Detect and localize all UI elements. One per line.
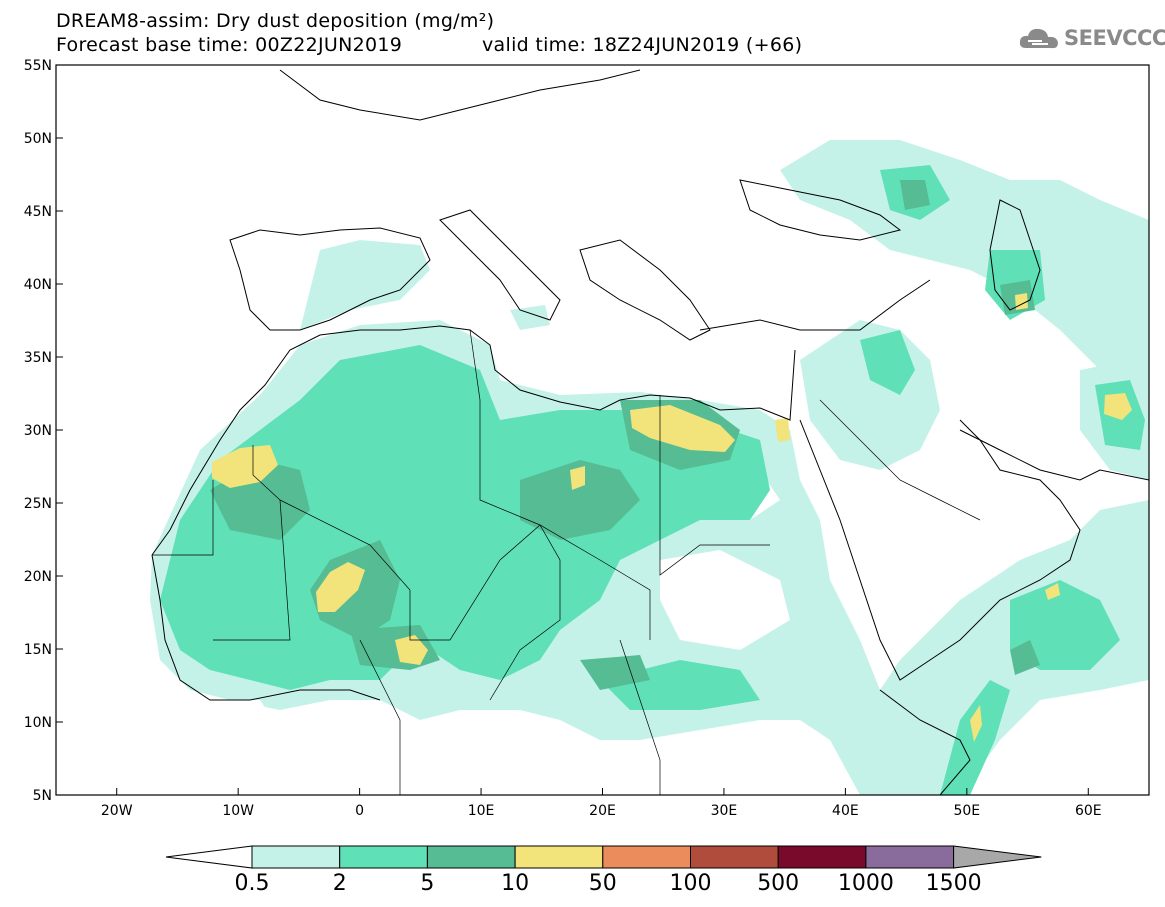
lon-tick-label: 10W	[222, 803, 254, 819]
colorbar-label: 10	[501, 871, 530, 896]
colorbar-label: 5	[420, 871, 435, 896]
lat-tick-label: 40N	[24, 277, 52, 293]
colorbar	[165, 845, 1042, 869]
iberia-outline	[229, 227, 431, 331]
lon-tick-label: 40E	[832, 803, 859, 819]
colorbar-segment	[251, 845, 341, 869]
colorbar-label: 1500	[925, 871, 982, 896]
lon-tick-label: 0	[355, 803, 364, 819]
colorbar-segment	[514, 845, 604, 869]
lat-tick-label: 20N	[24, 569, 52, 585]
colorbar-low-end	[165, 845, 253, 869]
hotspot-chad	[570, 466, 585, 490]
colorbar-segment	[777, 845, 867, 869]
lon-tick-label: 20E	[589, 803, 616, 819]
colorbar-label: 1000	[837, 871, 894, 896]
colorbar-high-end	[953, 845, 1042, 869]
valid-time: valid time: 18Z24JUN2019 (+66)	[482, 34, 803, 56]
horn-africa-outline	[879, 689, 971, 795]
caspian-outline	[989, 199, 1041, 311]
arabia-outline	[799, 419, 1081, 681]
lat-tick-label: 5N	[33, 788, 52, 804]
cloud-icon	[1019, 28, 1058, 49]
hotspot-somalia	[970, 705, 982, 742]
map-area	[56, 65, 1149, 795]
lon-tick-label: 10E	[468, 803, 495, 819]
lat-tick-label: 15N	[24, 642, 52, 658]
lat-tick-label: 45N	[24, 204, 52, 220]
lat-tick-label: 35N	[24, 350, 52, 366]
longitude-axis: 20W 10W 0 10E 20E 30E 40E 50E 60E	[101, 788, 1102, 819]
map-title: DREAM8-assim: Dry dust deposition (mg/m²…	[56, 10, 495, 32]
hotspot-iran	[1104, 393, 1132, 420]
lat-tick-label: 55N	[24, 58, 52, 74]
lon-tick-label: 20W	[101, 803, 133, 819]
lat-tick-label: 10N	[24, 715, 52, 731]
italy-outline	[439, 209, 561, 321]
colorbar-segment	[602, 845, 691, 869]
colorbar-label: 100	[669, 871, 712, 896]
colorbar-segment	[339, 845, 428, 869]
hotspot-libya-egypt	[630, 405, 735, 452]
colorbar-label: 0.5	[234, 871, 270, 896]
lon-tick-label: 60E	[1075, 803, 1102, 819]
forecast-base-time: Forecast base time: 00Z22JUN2019	[56, 34, 403, 56]
hotspot-oman	[1045, 583, 1060, 600]
coastlines	[151, 69, 1149, 795]
lat-tick-label: 25N	[24, 496, 52, 512]
forecast-time-line: Forecast base time: 00Z22JUN2019 valid ti…	[56, 34, 802, 56]
hotspot-niger	[395, 635, 428, 665]
lat-tick-label: 50N	[24, 131, 52, 147]
colorbar-segment	[426, 845, 516, 869]
colorbar-label: 2	[332, 871, 347, 896]
lon-tick-label: 30E	[711, 803, 738, 819]
colorbar-label: 500	[757, 871, 800, 896]
hotspot-western-sahara	[212, 445, 278, 488]
country-borders	[152, 329, 981, 795]
lat-tick-label: 30N	[24, 423, 52, 439]
black-sea-outline	[739, 179, 902, 241]
seevccc-logo: SEEVCCC	[1018, 24, 1165, 52]
colorbar-segment	[865, 845, 955, 869]
balkans-outline	[579, 239, 711, 341]
hotspot-mali	[316, 562, 365, 612]
hotspot-sinai	[775, 418, 790, 442]
deposition-layer-10-50	[212, 293, 1132, 742]
colorbar-label: 50	[588, 871, 617, 896]
colorbar-segment	[690, 845, 779, 869]
latitude-axis: 55N 50N 45N 40N 35N 30N 25N 20N 15N 10N 5N	[24, 58, 63, 804]
lon-tick-label: 50E	[953, 803, 980, 819]
logo-text: SEEVCCC	[1064, 26, 1165, 50]
